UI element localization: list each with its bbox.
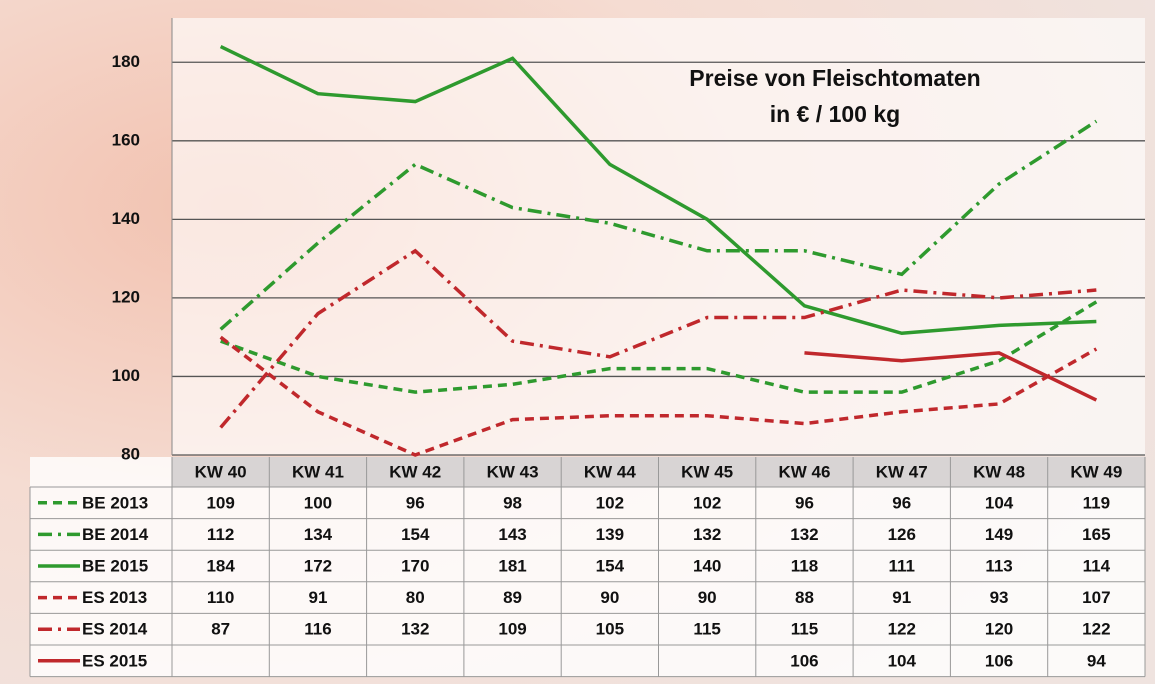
table-value: 87 [211,620,230,639]
series-line [219,248,1097,429]
series-line [219,335,1098,457]
y-tick-label: 120 [112,287,140,306]
table-value: 122 [888,620,916,639]
table-value: 118 [791,556,818,575]
table-value: 114 [1083,556,1111,575]
table-value: 88 [795,588,814,607]
table-value: 100 [304,493,332,512]
table-value: 91 [892,588,911,607]
x-tick-label: KW 46 [778,462,830,481]
table-value: 98 [503,493,522,512]
table-value: 80 [406,588,425,607]
x-tick-label: KW 47 [876,462,928,481]
table-value: 104 [888,651,917,670]
table-value: 106 [790,651,818,670]
table-value: 122 [1082,620,1110,639]
table-value: 93 [990,588,1009,607]
series-line [804,351,1098,402]
series-line [219,44,1097,336]
legend-label: BE 2013 [82,493,148,512]
table-value: 139 [596,525,624,544]
table-value: 170 [401,556,429,575]
table-value: 109 [206,493,234,512]
x-tick-label: KW 42 [389,462,441,481]
legend-label: ES 2015 [82,651,147,670]
x-tick-label: KW 45 [681,462,733,481]
table-value: 96 [406,493,425,512]
chart-subtitle: in € / 100 kg [770,101,900,127]
table-value: 154 [596,556,625,575]
y-tick-label: 80 [121,444,140,463]
table-value: 140 [693,556,721,575]
x-tick-label: KW 44 [584,462,637,481]
table-value: 90 [600,588,619,607]
y-tick-label: 160 [112,130,140,149]
table-value: 104 [985,493,1014,512]
table-value: 106 [985,651,1013,670]
table-value: 111 [889,556,916,575]
table-value: 126 [888,525,916,544]
y-tick-label: 180 [112,52,140,71]
table-value: 165 [1082,525,1110,544]
table-value: 96 [892,493,911,512]
plot-area [172,18,1145,455]
table-value: 115 [693,620,720,639]
table-value: 102 [693,493,721,512]
x-tick-label: KW 40 [195,462,247,481]
table-value: 89 [503,588,522,607]
y-tick-label: 100 [112,366,140,385]
table-value: 96 [795,493,814,512]
table-value: 134 [304,525,333,544]
table-value: 113 [985,556,1012,575]
table-value: 115 [791,620,818,639]
table-value: 94 [1087,651,1106,670]
x-tick-label: KW 48 [973,462,1025,481]
table-value: 102 [596,493,624,512]
legend-label: BE 2014 [82,525,149,544]
legend-label: ES 2013 [82,588,147,607]
table-value: 184 [206,556,235,575]
table-value: 91 [308,588,327,607]
table-value: 112 [207,525,234,544]
table-value: 143 [498,525,526,544]
chart-title: Preise von Fleischtomaten [689,65,980,91]
x-tick-label: KW 49 [1070,462,1122,481]
table-value: 110 [207,588,234,607]
table-value: 132 [693,525,721,544]
legend-label: ES 2014 [82,620,148,639]
table-value: 120 [985,620,1013,639]
table-value: 149 [985,525,1013,544]
table-value: 116 [304,620,331,639]
table-area [30,457,1145,677]
table-value: 105 [596,620,624,639]
table-value: 132 [401,620,429,639]
table-value: 154 [401,525,430,544]
table-value: 119 [1083,493,1110,512]
table-value: 172 [304,556,332,575]
table-value: 107 [1082,588,1110,607]
series-line [220,300,1098,394]
series-line [219,119,1098,331]
table-value: 181 [498,556,526,575]
x-tick-label: KW 41 [292,462,344,481]
x-tick-label: KW 43 [487,462,539,481]
table-value: 90 [698,588,717,607]
legend-label: BE 2015 [82,556,148,575]
table-value: 109 [498,620,526,639]
table-value: 132 [790,525,818,544]
y-tick-label: 140 [112,209,140,228]
